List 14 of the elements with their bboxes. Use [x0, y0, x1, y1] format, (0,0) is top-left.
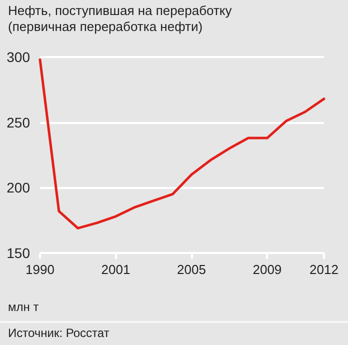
x-tick-label: 1990	[26, 262, 54, 277]
y-tick-label: 250	[6, 114, 30, 130]
y-tick-label: 300	[6, 49, 30, 65]
y-tick-label: 150	[6, 245, 30, 261]
chart-subtitle: (первичная переработка нефти)	[8, 19, 204, 35]
x-tick-label: 2009	[252, 262, 282, 277]
text: Источник: Росстат	[8, 326, 110, 340]
chart-title: Нефть, поступившая на переработку	[8, 3, 232, 19]
y-axis-title: млн т	[8, 300, 40, 314]
x-tick-label: 2001	[101, 262, 130, 277]
x-tick-label: 2012	[310, 262, 338, 277]
x-tick-label: 2005	[177, 262, 206, 277]
y-tick-label: 200	[6, 180, 30, 196]
line-series	[38, 58, 326, 230]
